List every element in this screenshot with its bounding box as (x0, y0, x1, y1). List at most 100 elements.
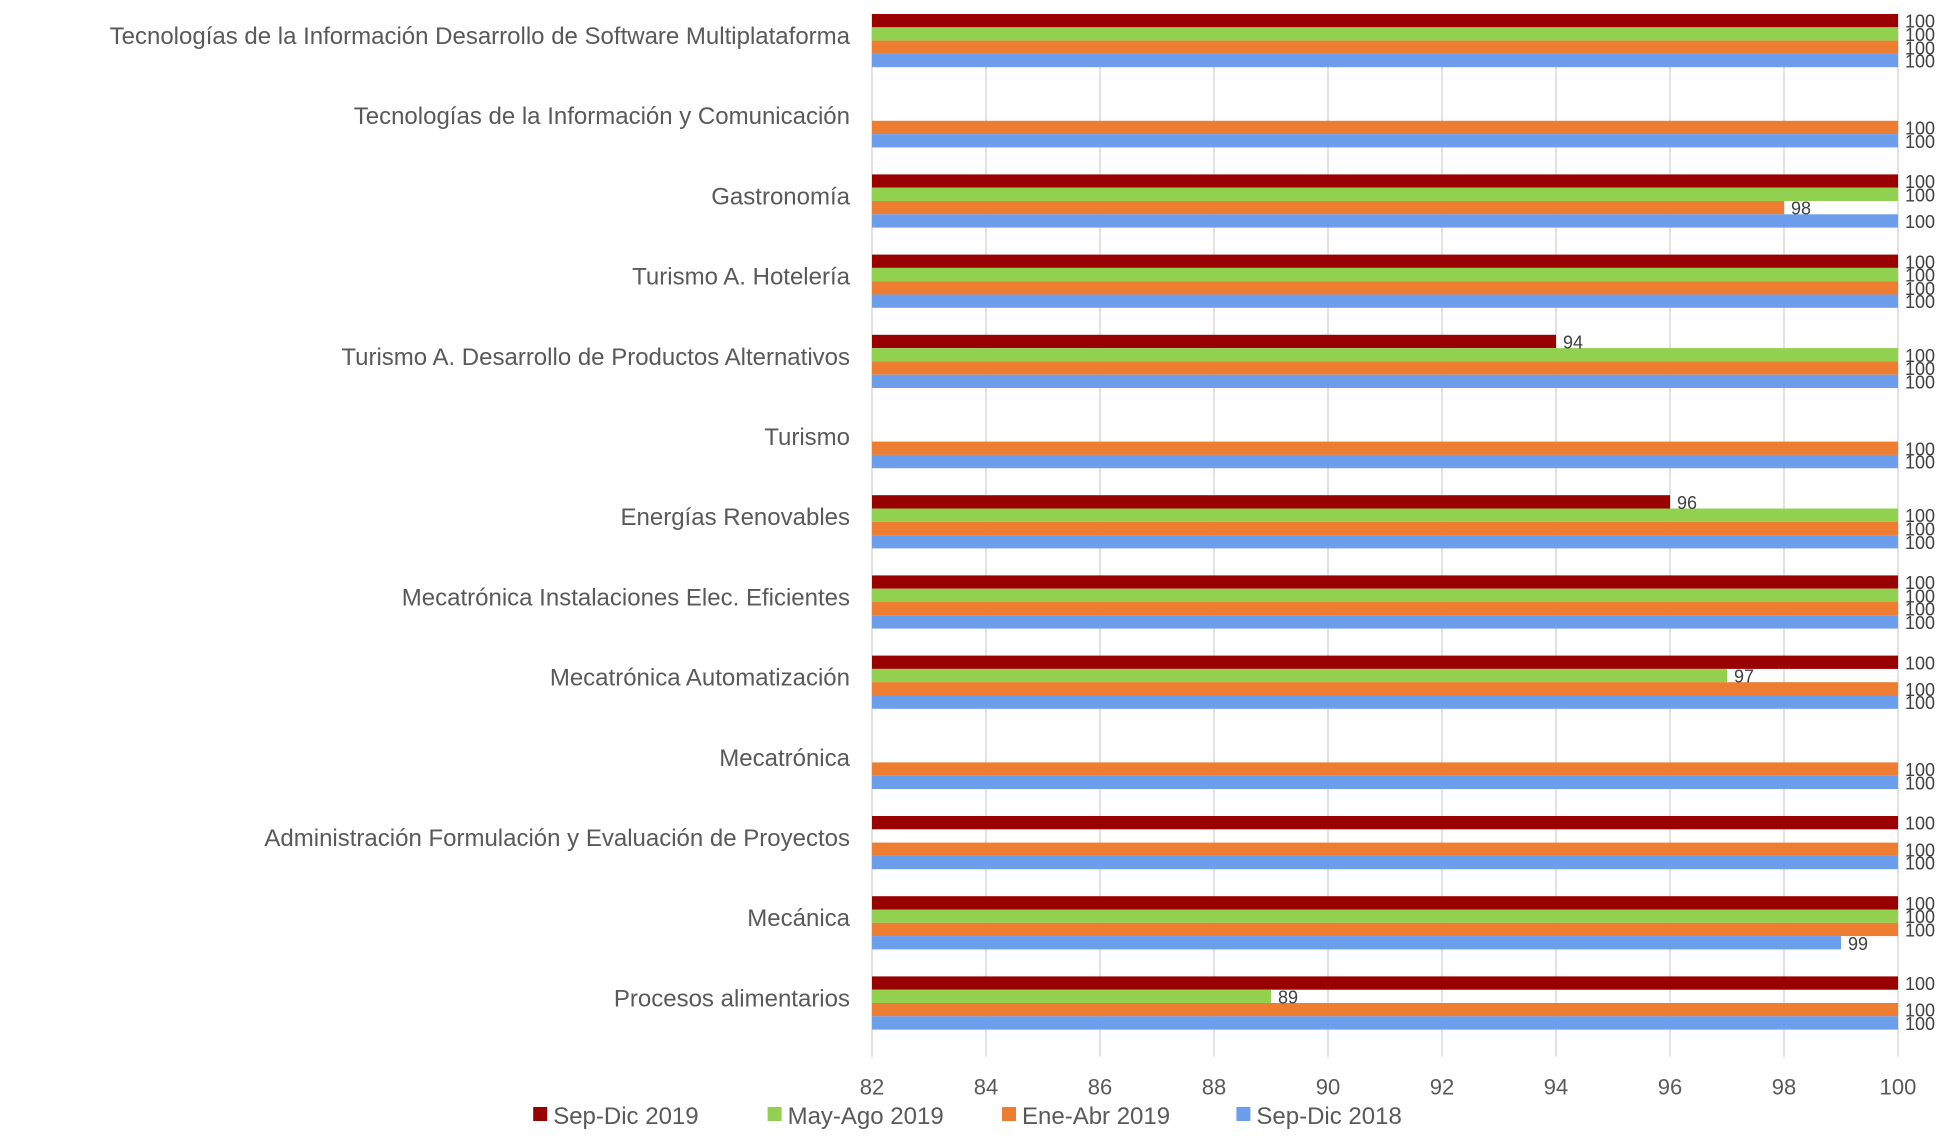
data-label: 100 (1905, 252, 1935, 272)
legend-item-sep-dic-2018: Sep-Dic 2018 (1256, 1103, 1401, 1130)
data-label: 100 (1905, 52, 1935, 72)
bar-sep-dic-2018-3 (872, 294, 1898, 308)
bar-sep-dic-2019-0 (872, 14, 1898, 28)
category-labels: Tecnologías de la Información Desarrollo… (110, 23, 851, 1012)
category-label: Energías Renovables (621, 504, 850, 531)
data-label: 100 (1905, 840, 1935, 860)
bar-ene-abr-2019-0 (872, 40, 1898, 54)
bar-ene-abr-2019-1 (872, 120, 1898, 135)
bar-ene-abr-2019-11 (872, 922, 1898, 937)
data-label: 100 (1905, 279, 1935, 299)
data-label: 100 (1905, 693, 1935, 713)
category-label: Mecatrónica Automatización (550, 665, 850, 692)
data-label: 98 (1791, 199, 1811, 219)
bar-may-ago-2019-0 (872, 27, 1898, 41)
data-label: 100 (1905, 212, 1935, 232)
x-tick-label: 96 (1658, 1075, 1682, 1100)
bar-sep-dic-2018-2 (872, 214, 1898, 228)
data-label: 100 (1905, 600, 1935, 620)
data-label: 100 (1905, 613, 1935, 633)
data-label: 100 (1905, 814, 1935, 834)
data-label: 100 (1905, 506, 1935, 526)
bar-ene-abr-2019-2 (872, 201, 1784, 215)
data-label: 100 (1905, 292, 1935, 312)
bar-ene-abr-2019-10 (872, 842, 1898, 856)
data-label: 97 (1734, 667, 1754, 687)
bar-ene-abr-2019-9 (872, 762, 1898, 776)
legend-swatch-sep-dic-2018 (1236, 1107, 1251, 1121)
bar-sep-dic-2019-8 (872, 655, 1898, 669)
bar-ene-abr-2019-3 (872, 281, 1898, 295)
bar-sep-dic-2018-10 (872, 855, 1898, 870)
data-label: 89 (1278, 987, 1298, 1007)
data-label: 100 (1905, 346, 1935, 366)
bar-sep-dic-2018-6 (872, 535, 1898, 549)
category-label: Mecánica (747, 905, 850, 932)
data-label: 100 (1905, 359, 1935, 379)
data-label: 100 (1905, 453, 1935, 473)
category-label: Gastronomía (711, 183, 850, 210)
category-label: Tecnologías de la Información Desarrollo… (110, 23, 851, 50)
data-label: 100 (1905, 25, 1935, 45)
bar-ene-abr-2019-8 (872, 682, 1898, 696)
category-label: Turismo (764, 424, 850, 451)
bar-sep-dic-2019-10 (872, 816, 1898, 830)
bar-ene-abr-2019-6 (872, 521, 1898, 536)
data-label: 100 (1905, 372, 1935, 392)
data-label: 100 (1905, 12, 1935, 32)
data-label: 94 (1563, 332, 1583, 352)
x-tick-label: 94 (1544, 1075, 1568, 1100)
bar-ene-abr-2019-7 (872, 602, 1898, 616)
bar-sep-dic-2018-9 (872, 775, 1898, 789)
bar-sep-dic-2018-1 (872, 134, 1898, 148)
category-label: Turismo A. Hotelería (632, 264, 851, 291)
bar-sep-dic-2019-3 (872, 254, 1898, 268)
category-label: Administración Formulación y Evaluación … (264, 825, 850, 852)
data-label: 100 (1905, 907, 1935, 927)
data-label: 96 (1677, 493, 1697, 513)
category-label: Turismo A. Desarrollo de Productos Alter… (341, 344, 850, 371)
bars (872, 14, 1898, 1030)
bar-sep-dic-2019-11 (872, 896, 1898, 910)
legend-item-ene-abr-2019: Ene-Abr 2019 (1022, 1103, 1170, 1130)
x-tick-label: 82 (860, 1075, 884, 1100)
legend: Sep-Dic 2019 May-Ago 2019 Ene-Abr 2019 Sep-… (533, 1103, 1402, 1130)
x-tick-label: 84 (974, 1075, 998, 1100)
bar-may-ago-2019-2 (872, 187, 1898, 201)
data-label: 100 (1905, 974, 1935, 994)
legend-item-sep-dic-2019: Sep-Dic 2019 (553, 1103, 698, 1130)
bar-sep-dic-2019-12 (872, 976, 1898, 990)
bar-sep-dic-2018-0 (872, 53, 1898, 68)
category-label: Procesos alimentarios (614, 985, 850, 1012)
legend-item-may-ago-2019: May-Ago 2019 (788, 1103, 944, 1130)
bar-ene-abr-2019-5 (872, 441, 1898, 455)
data-label: 100 (1905, 760, 1935, 780)
bar-may-ago-2019-6 (872, 508, 1898, 522)
category-label: Mecatrónica (719, 745, 850, 772)
bar-may-ago-2019-8 (872, 668, 1727, 683)
data-label: 100 (1905, 185, 1935, 205)
data-label: 100 (1905, 1014, 1935, 1034)
category-label: Tecnologías de la Información y Comunica… (354, 103, 850, 130)
bar-sep-dic-2018-5 (872, 454, 1898, 469)
data-label: 100 (1905, 172, 1935, 192)
x-tick-label: 88 (1202, 1075, 1226, 1100)
data-label: 100 (1905, 773, 1935, 793)
bar-sep-dic-2018-11 (872, 936, 1841, 950)
data-label: 100 (1905, 854, 1935, 874)
bar-sep-dic-2019-4 (872, 334, 1556, 349)
bar-sep-dic-2019-6 (872, 495, 1670, 509)
bar-sep-dic-2018-12 (872, 1016, 1898, 1030)
bar-sep-dic-2019-2 (872, 174, 1898, 188)
data-label: 100 (1905, 586, 1935, 606)
data-label: 100 (1905, 118, 1935, 138)
x-tick-label: 86 (1088, 1075, 1112, 1100)
bar-sep-dic-2018-4 (872, 374, 1898, 388)
legend-swatch-ene-abr-2019 (1002, 1107, 1016, 1121)
bar-may-ago-2019-11 (872, 909, 1898, 923)
data-labels: 1001001001001001001001009810010010010010… (1278, 12, 1935, 1034)
data-label: 100 (1905, 266, 1935, 286)
data-label: 100 (1905, 920, 1935, 940)
category-label: Mecatrónica Instalaciones Elec. Eficient… (402, 584, 850, 611)
